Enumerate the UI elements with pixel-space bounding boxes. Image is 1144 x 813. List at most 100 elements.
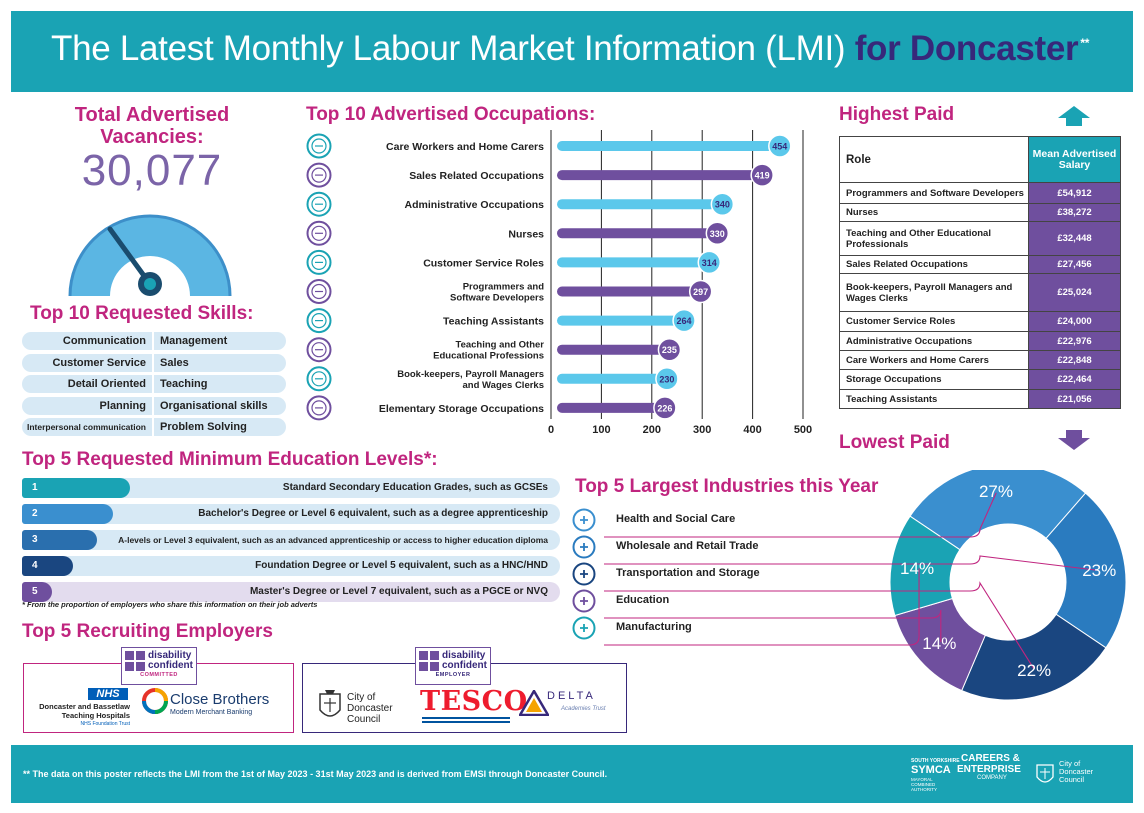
- footer-note: ** The data on this poster reflects the …: [23, 769, 608, 779]
- x-tick-label: 200: [643, 424, 661, 436]
- bar: [557, 402, 665, 413]
- page-header: The Latest Monthly Labour Market Informa…: [11, 11, 1133, 92]
- title-highlight: for Doncaster: [854, 29, 1079, 68]
- gauge-hub-inner: [144, 278, 156, 290]
- role-column-header: Role: [839, 136, 1029, 183]
- education-bar: [22, 504, 113, 524]
- bar-value-label: 235: [662, 345, 677, 355]
- salary-role: Care Workers and Home Carers: [839, 350, 1029, 370]
- skill-left: Detail Oriented: [22, 375, 152, 393]
- donut-percent-label: 23%: [1082, 561, 1116, 580]
- salary-row: Care Workers and Home Carers £22,848: [839, 350, 1121, 370]
- skill-row: Customer Service Sales: [22, 353, 286, 372]
- ledger-icon: [306, 366, 332, 392]
- bar: [557, 170, 763, 181]
- vacancies-gauge: [68, 214, 232, 297]
- bar-category-label: Nurses: [508, 228, 544, 240]
- bar-value-label: 340: [715, 200, 730, 210]
- bar: [557, 315, 685, 326]
- tesco-logo: TESCO: [420, 686, 528, 717]
- care-icon: [306, 133, 332, 159]
- industry-label: Transportation and Storage: [616, 567, 760, 579]
- bar-end-marker: [653, 396, 677, 420]
- donut-percent-label: 14%: [922, 634, 956, 653]
- salary-header-row: Role Mean Advertised Salary: [839, 136, 1121, 183]
- education-label: Foundation Degree or Level 5 equivalent,…: [255, 560, 548, 571]
- salary-value: £21,056: [1028, 389, 1121, 409]
- bar-category-label: Teaching and Other Educational Profession…: [433, 340, 544, 362]
- education-rank: 5: [32, 586, 38, 597]
- disability-confident-committed-badge: disability confident COMMITTED: [121, 647, 197, 685]
- bar-value-label: 419: [755, 171, 770, 181]
- badge-word2: confident: [148, 660, 193, 671]
- donut-slice: [1045, 492, 1127, 649]
- tesco-underline-1: [422, 717, 510, 719]
- bar-end-marker: [750, 163, 774, 187]
- salary-role: Book-keepers, Payroll Managers and Wages…: [839, 273, 1029, 312]
- plus-icon: [572, 508, 596, 532]
- footer-council-line3: Council: [1059, 775, 1085, 784]
- x-tick-label: 300: [693, 424, 711, 436]
- education-row: 4 Foundation Degree or Level 5 equivalent…: [22, 556, 560, 576]
- badge-word1: disability: [442, 650, 486, 661]
- industry-label: Manufacturing: [616, 621, 692, 633]
- salary-row: Customer Service Roles £24,000: [839, 311, 1121, 332]
- bar: [557, 344, 670, 355]
- delta-icon: [519, 690, 549, 716]
- salary-role: Sales Related Occupations: [839, 255, 1029, 274]
- shop-icon: [572, 535, 596, 559]
- bar-category-label: Book-keepers, Payroll Managers and Wages …: [397, 369, 544, 391]
- donut-percent-label: 22%: [1017, 661, 1051, 680]
- occupations-title: Top 10 Advertised Occupations:: [306, 104, 596, 125]
- close-brothers-icon: [142, 688, 168, 714]
- bar-value-label: 297: [693, 287, 708, 297]
- bar-value-label: 226: [657, 403, 672, 413]
- donut-percent-label: 27%: [979, 482, 1013, 501]
- footer-council-line2: Doncaster: [1059, 767, 1094, 776]
- salary-table: Role Mean Advertised Salary Programmers …: [839, 136, 1121, 409]
- salary-column-header: Mean Advertised Salary: [1028, 136, 1121, 183]
- industries-donut-chart: 27% 23% 22% 14% 14%: [604, 470, 1127, 701]
- skill-row: Interpersonal communication Problem Solv…: [22, 418, 286, 436]
- bar-end-marker: [705, 221, 730, 246]
- salary-row: Sales Related Occupations £27,456: [839, 255, 1121, 274]
- skill-right: Teaching: [154, 375, 286, 393]
- salary-value: £25,024: [1028, 273, 1121, 312]
- employers-title: Top 5 Recruiting Employers: [22, 621, 273, 642]
- council-line3: Council: [347, 714, 381, 725]
- skills-title: Top 10 Requested Skills:: [30, 303, 254, 324]
- x-tick-label: 0: [548, 424, 554, 436]
- warehouse-icon: [306, 395, 332, 421]
- graduation-cap-icon: [306, 337, 332, 363]
- salary-row: Administrative Occupations £22,976: [839, 331, 1121, 351]
- salary-value: £54,912: [1028, 182, 1121, 204]
- salary-role: Nurses: [839, 203, 1029, 222]
- bar-category-label: Elementary Storage Occupations: [379, 403, 544, 415]
- footer-council-line1: City of: [1059, 759, 1081, 768]
- nhs-line3: NHS Foundation Trust: [80, 721, 130, 727]
- bar-category-label: Administrative Occupations: [405, 199, 545, 211]
- gauge-arc: [70, 216, 230, 296]
- graduation-cap-icon: [572, 589, 596, 613]
- donut-slice: [961, 613, 1107, 701]
- skill-row: Planning Organisational skills: [22, 396, 286, 415]
- education-rank: 4: [32, 560, 38, 571]
- skill-row: Communication Management: [22, 332, 286, 350]
- skill-left: Communication: [22, 332, 152, 350]
- skill-right: Management: [154, 332, 286, 350]
- salary-row: Teaching and Other Educational Professio…: [839, 221, 1121, 256]
- education-title: Top 5 Requested Minimum Education Levels…: [22, 449, 438, 470]
- nurse-icon: [306, 220, 332, 246]
- close-brothers-sub: Modern Merchant Banking: [170, 709, 253, 716]
- occupations-chart: 0 100 200 300 400 500 Care Workers and Home Ca…: [306, 130, 812, 436]
- skill-left: Customer Service: [22, 353, 152, 372]
- salary-value: £22,848: [1028, 350, 1121, 370]
- education-bar: [22, 478, 130, 498]
- donut-connector: [604, 609, 942, 642]
- bar-value-label: 230: [659, 374, 674, 384]
- symca-top: SOUTH YORKSHIRE: [911, 758, 960, 764]
- bar-value-label: 314: [702, 258, 717, 268]
- skill-right: Sales: [154, 353, 286, 372]
- careers-line3: COMPANY: [977, 775, 1007, 781]
- salary-value: £24,000: [1028, 311, 1121, 332]
